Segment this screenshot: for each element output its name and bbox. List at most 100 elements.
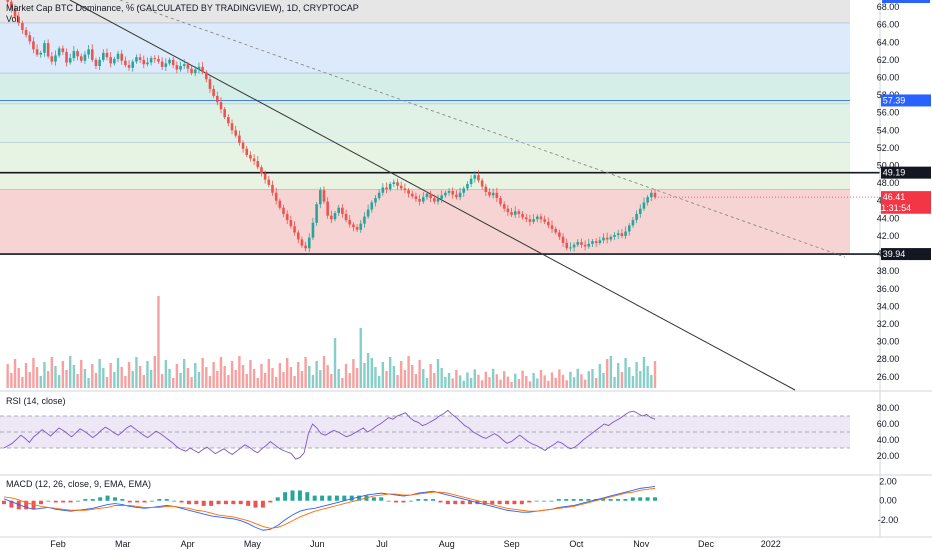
macd-histogram-bar: [542, 500, 547, 502]
volume-bar: [252, 369, 256, 388]
candle-body: [204, 72, 208, 80]
volume-bar: [183, 359, 186, 388]
volume-bar: [304, 357, 307, 388]
volume-bar: [488, 377, 491, 388]
candle-body: [565, 242, 569, 249]
solid-trendline: [69, 0, 796, 391]
candle-body: [256, 161, 260, 168]
candle-body: [569, 247, 572, 249]
candle-body: [421, 197, 425, 202]
candle-body: [46, 43, 50, 57]
volume-bar: [109, 363, 112, 388]
candle-body: [274, 192, 278, 201]
fib-zone-5: [0, 189, 850, 255]
macd-histogram-bar: [216, 500, 221, 505]
candle-body: [304, 245, 307, 249]
volume-bar: [282, 372, 285, 388]
candle-body: [149, 58, 153, 63]
candle-body: [263, 173, 267, 180]
volume-bar: [539, 370, 543, 388]
macd-histogram-bar: [512, 500, 517, 505]
volume-bar: [65, 370, 68, 388]
candle-body: [524, 217, 528, 220]
volume-bar: [179, 373, 182, 388]
price-tick-label: 28.00: [877, 354, 900, 364]
volume-bar: [43, 362, 46, 388]
fib-zone-4: [0, 172, 850, 190]
candle-body: [462, 188, 466, 193]
candle-body: [440, 195, 443, 199]
price-tick-label: 56.00: [877, 108, 900, 118]
candle-body: [532, 219, 535, 222]
volume-bar: [639, 371, 642, 388]
candle-body: [337, 207, 340, 214]
candle-body: [414, 196, 418, 199]
candle-body: [260, 167, 263, 174]
candle-body: [572, 244, 576, 248]
candle-body: [403, 188, 407, 191]
price-tag-label: 39.94: [883, 249, 906, 259]
macd-histogram-bar: [31, 500, 36, 510]
macd-histogram-bar: [112, 497, 117, 501]
candle-body: [227, 117, 230, 124]
candle-body: [61, 48, 65, 52]
macd-histogram-bar: [53, 500, 58, 503]
candle-body: [21, 22, 24, 30]
macd-histogram-bar: [527, 500, 532, 503]
candle-body: [635, 213, 638, 221]
volume-bar: [160, 374, 164, 388]
candle-body: [491, 192, 495, 196]
macd-histogram-bar: [645, 497, 650, 501]
fib-zone-0: [0, 22, 850, 74]
volume-bar: [605, 359, 609, 388]
macd-histogram-bar: [172, 500, 177, 502]
volume-bar: [289, 367, 293, 388]
candle-body: [142, 59, 146, 65]
candle-body: [458, 192, 462, 198]
candle-body: [311, 222, 315, 238]
macd-histogram-bar: [231, 500, 236, 505]
volume-bar: [116, 358, 120, 388]
volume-bar: [580, 374, 583, 388]
volume-bar: [477, 374, 480, 388]
candle-body: [638, 208, 642, 214]
candle-body: [392, 182, 396, 184]
volume-bar: [274, 377, 278, 388]
price-tag-dark: [881, 166, 931, 179]
candle-body: [201, 66, 204, 73]
volume-bar: [528, 381, 532, 388]
volume-bar: [212, 362, 215, 388]
macd-histogram-bar: [571, 499, 576, 501]
volume-bar: [102, 368, 105, 388]
rsi-tick-label: 40.00: [877, 435, 900, 445]
rsi-tick-label: 80.00: [877, 403, 900, 413]
price-tick-label: 34.00: [877, 301, 900, 311]
candle-body: [609, 236, 613, 240]
volume-bar: [355, 368, 359, 388]
price-tick-label: 68.00: [877, 2, 900, 12]
price-tick-label: 66.00: [877, 20, 900, 30]
macd-histogram-bar: [305, 492, 310, 501]
candle-body: [300, 239, 304, 246]
volume-bar: [506, 376, 510, 388]
volume-bar: [127, 362, 131, 388]
candle-body: [363, 216, 366, 224]
volume-bar: [407, 356, 410, 388]
volume-bar: [286, 358, 289, 388]
volume-bar: [510, 382, 513, 388]
candle-body: [536, 216, 539, 220]
candle-body: [186, 64, 190, 69]
macd-histogram-bar: [379, 497, 384, 501]
macd-histogram-bar: [297, 490, 302, 501]
candle-body: [587, 243, 591, 247]
macd-histogram-bar: [445, 500, 450, 505]
volume-bar: [400, 361, 403, 388]
macd-histogram-bar: [601, 499, 606, 501]
volume-bar: [271, 368, 274, 388]
candle-body: [296, 232, 300, 240]
volume-bar: [330, 374, 333, 388]
candle-body: [521, 213, 524, 218]
candle-body: [374, 198, 377, 203]
macd-label: MACD (12, 26, close, 9, EMA, EMA): [6, 479, 152, 489]
